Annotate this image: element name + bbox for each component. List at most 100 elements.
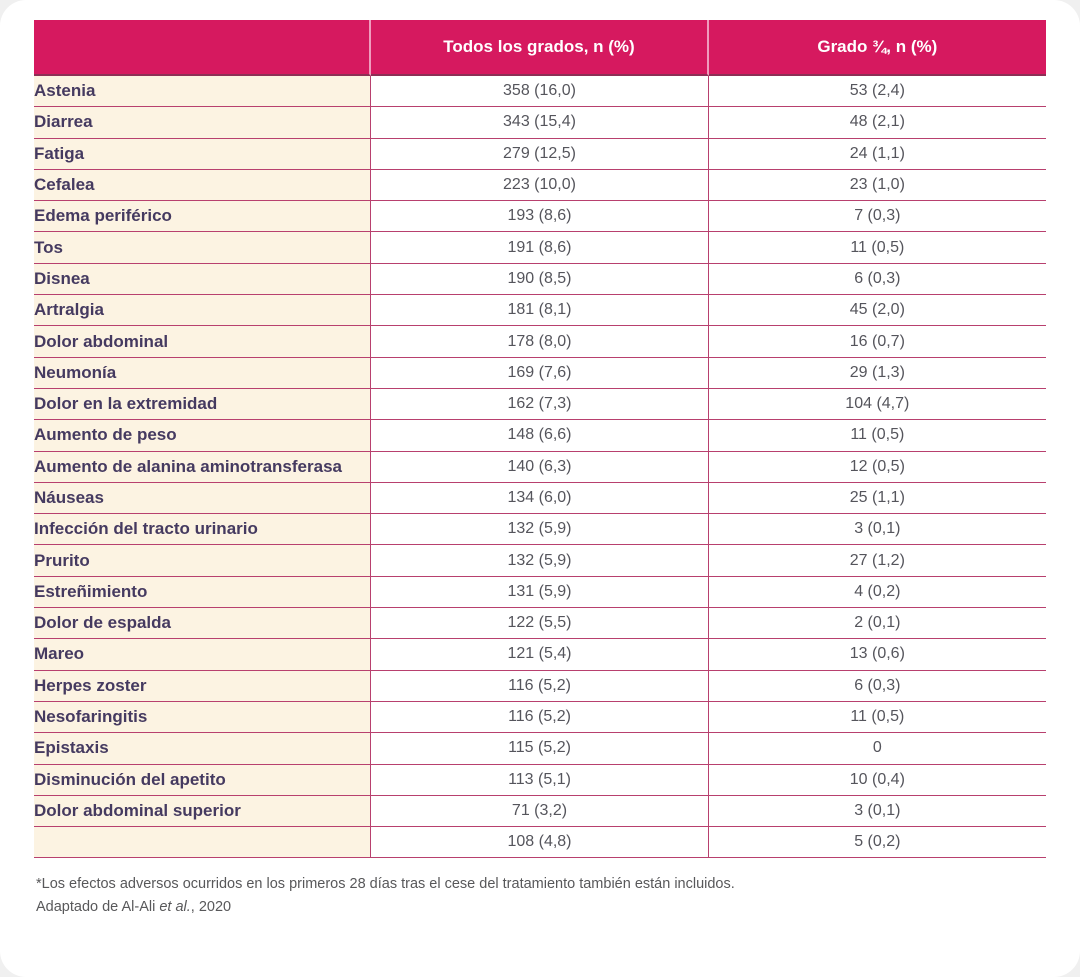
row-label: Estreñimiento: [34, 576, 372, 609]
all-grades-value: 223 (10,0): [371, 169, 709, 202]
all-grades-value: 162 (7,3): [371, 388, 709, 421]
row-label: [34, 827, 372, 859]
all-grades-value: 132 (5,9): [371, 545, 709, 577]
grade34-value: 48 (2,1): [708, 107, 1046, 139]
grade34-value: 10 (0,4): [708, 764, 1046, 796]
row-label: Prurito: [34, 545, 372, 577]
all-grades-value: 190 (8,5): [371, 263, 709, 296]
row-label: Aumento de peso: [34, 420, 372, 452]
grade34-value: 6 (0,3): [708, 670, 1046, 702]
grade34-value: 11 (0,5): [708, 232, 1046, 264]
table-body: Astenia 358 (16,0) 53 (2,4) Diarrea 343 (15,…: [34, 76, 1046, 859]
grade34-value: 7 (0,3): [708, 201, 1046, 233]
grade34-value: 6 (0,3): [708, 263, 1046, 296]
table-row: Dolor de espalda 122 (5,5) 2 (0,1): [34, 608, 1046, 640]
all-grades-value: 132 (5,9): [371, 514, 709, 546]
table-row: Epistaxis 115 (5,2) 0: [34, 733, 1046, 765]
row-label: Artralgia: [34, 295, 372, 327]
table-row: Náuseas 134 (6,0) 25 (1,1): [34, 482, 1046, 515]
column-header-grade34: Grado ¾, n (%): [708, 20, 1046, 76]
table-row: Estreñimiento 131 (5,9) 4 (0,2): [34, 576, 1046, 609]
row-label: Dolor en la extremidad: [34, 388, 372, 421]
all-grades-value: 169 (7,6): [371, 357, 709, 389]
row-label: Neumonía: [34, 357, 372, 389]
column-header-all-grades: Todos los grados, n (%): [371, 20, 709, 76]
row-label: Diarrea: [34, 107, 372, 139]
row-label: Epistaxis: [34, 733, 372, 765]
row-label: Edema periférico: [34, 201, 372, 233]
table-row: Nesofaringitis 116 (5,2) 11 (0,5): [34, 701, 1046, 734]
grade34-value: 3 (0,1): [708, 514, 1046, 546]
table-row: Dolor abdominal 178 (8,0) 16 (0,7): [34, 326, 1046, 358]
all-grades-value: 122 (5,5): [371, 608, 709, 640]
table-row: Neumonía 169 (7,6) 29 (1,3): [34, 357, 1046, 389]
table-row: Prurito 132 (5,9) 27 (1,2): [34, 545, 1046, 577]
table-row: Aumento de peso 148 (6,6) 11 (0,5): [34, 420, 1046, 452]
table-header: Todos los grados, n (%) Grado ¾, n (%): [34, 20, 1046, 76]
row-label: Disminución del apetito: [34, 764, 372, 796]
all-grades-value: 121 (5,4): [371, 639, 709, 671]
grade34-value: 2 (0,1): [708, 608, 1046, 640]
all-grades-value: 116 (5,2): [371, 670, 709, 702]
all-grades-value: 191 (8,6): [371, 232, 709, 264]
row-label: Dolor abdominal superior: [34, 795, 372, 828]
all-grades-value: 71 (3,2): [371, 795, 709, 828]
table-row: Infección del tracto urinario 132 (5,9) 3 …: [34, 514, 1046, 546]
all-grades-value: 134 (6,0): [371, 482, 709, 515]
column-header-empty: [34, 20, 372, 76]
all-grades-value: 178 (8,0): [371, 326, 709, 358]
grade34-value: 27 (1,2): [708, 545, 1046, 577]
all-grades-value: 140 (6,3): [371, 451, 709, 483]
row-label: Dolor de espalda: [34, 608, 372, 640]
grade34-value: 16 (0,7): [708, 326, 1046, 358]
all-grades-value: 131 (5,9): [371, 576, 709, 609]
grade34-value: 5 (0,2): [708, 827, 1046, 859]
table-row: Disminución del apetito 113 (5,1) 10 (0,4): [34, 764, 1046, 796]
source-prefix: Adaptado de Al-Ali: [36, 899, 160, 916]
grade34-value: 4 (0,2): [708, 576, 1046, 609]
row-label: Herpes zoster: [34, 670, 372, 702]
source-line: Adaptado de Al-Ali et al., 2020: [36, 897, 1046, 918]
table-row: Fatiga 279 (12,5) 24 (1,1): [34, 138, 1046, 170]
table-row: Dolor en la extremidad 162 (7,3) 104 (4,7): [34, 388, 1046, 421]
grade34-value: 3 (0,1): [708, 795, 1046, 828]
source-etal: et al.: [159, 899, 191, 916]
source-suffix: , 2020: [190, 899, 232, 916]
row-label: Aumento de alanina aminotransferasa: [34, 451, 372, 483]
grade34-value: 12 (0,5): [708, 451, 1046, 483]
all-grades-value: 115 (5,2): [371, 733, 709, 765]
table-row: Herpes zoster 116 (5,2) 6 (0,3): [34, 670, 1046, 702]
table-row: Astenia 358 (16,0) 53 (2,4): [34, 76, 1046, 108]
table-row: Mareo 121 (5,4) 13 (0,6): [34, 639, 1046, 671]
table-row: Edema periférico 193 (8,6) 7 (0,3): [34, 201, 1046, 233]
all-grades-value: 108 (4,8): [371, 827, 709, 859]
row-label: Cefalea: [34, 169, 372, 202]
table-row: Artralgia 181 (8,1) 45 (2,0): [34, 295, 1046, 327]
row-label: Nesofaringitis: [34, 701, 372, 734]
row-label: Tos: [34, 232, 372, 264]
grade34-value: 29 (1,3): [708, 357, 1046, 389]
grade34-value: 11 (0,5): [708, 420, 1046, 452]
header-row: Todos los grados, n (%) Grado ¾, n (%): [34, 20, 1046, 76]
table-row: Dolor abdominal superior 71 (3,2) 3 (0,1): [34, 795, 1046, 828]
all-grades-value: 358 (16,0): [371, 76, 709, 108]
table-row: Diarrea 343 (15,4) 48 (2,1): [34, 107, 1046, 139]
grade34-value: 23 (1,0): [708, 169, 1046, 202]
grade34-value: 0: [708, 733, 1046, 765]
table-row: Aumento de alanina aminotransferasa 140 (…: [34, 451, 1046, 483]
all-grades-value: 113 (5,1): [371, 764, 709, 796]
grade34-value: 25 (1,1): [708, 482, 1046, 515]
all-grades-value: 116 (5,2): [371, 701, 709, 734]
all-grades-value: 279 (12,5): [371, 138, 709, 170]
grade34-value: 53 (2,4): [708, 76, 1046, 108]
grade34-value: 45 (2,0): [708, 295, 1046, 327]
table-row: Tos 191 (8,6) 11 (0,5): [34, 232, 1046, 264]
row-label: Náuseas: [34, 482, 372, 515]
row-label: Fatiga: [34, 138, 372, 170]
all-grades-value: 193 (8,6): [371, 201, 709, 233]
all-grades-value: 343 (15,4): [371, 107, 709, 139]
grade34-value: 11 (0,5): [708, 701, 1046, 734]
table-row: Disnea 190 (8,5) 6 (0,3): [34, 263, 1046, 296]
grade34-value: 104 (4,7): [708, 388, 1046, 421]
